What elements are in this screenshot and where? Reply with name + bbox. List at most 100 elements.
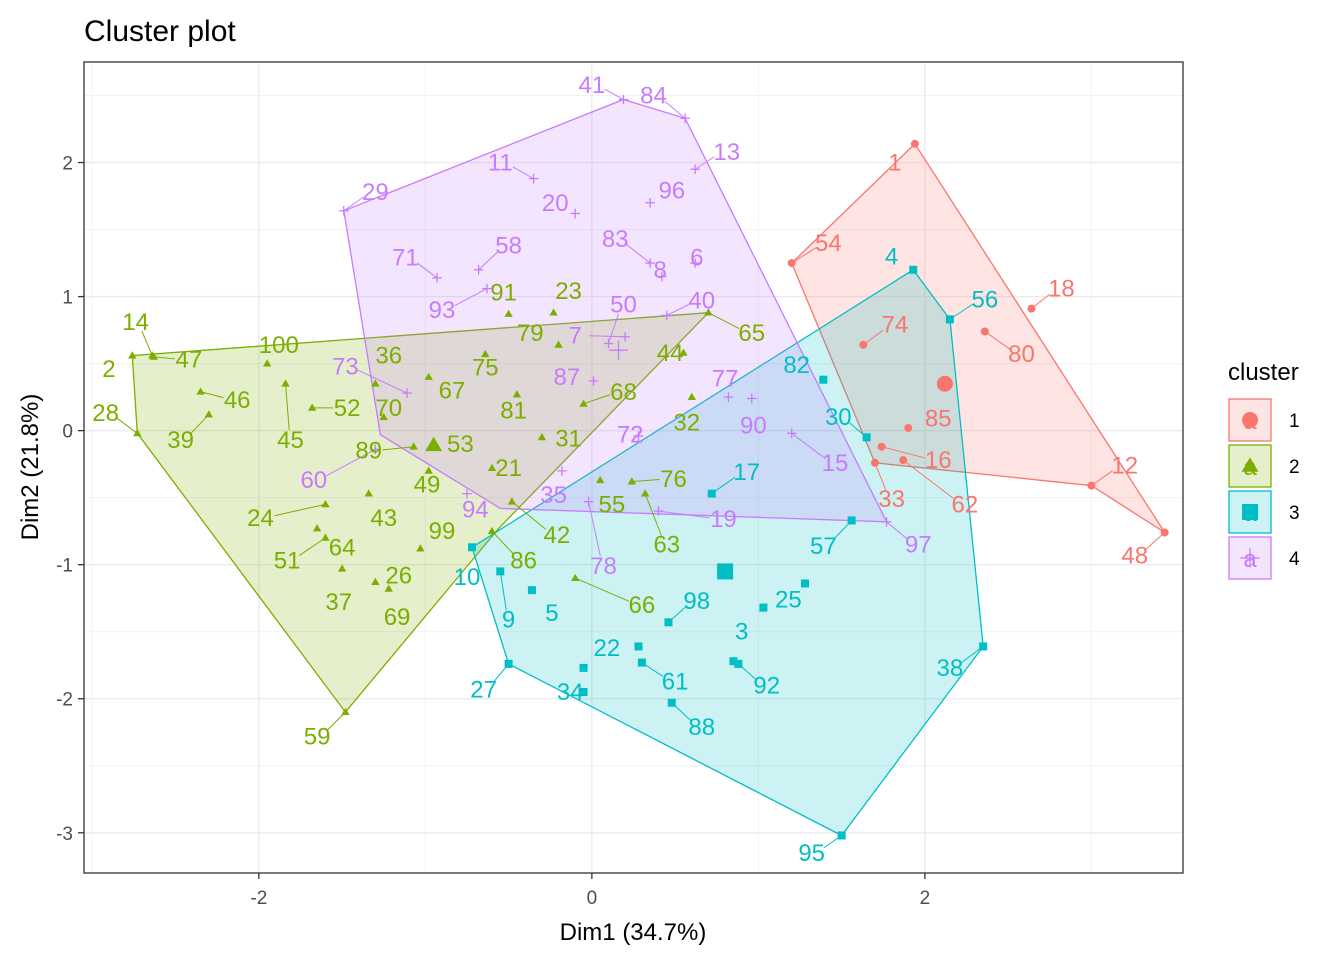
point-label-61: 61 — [662, 668, 689, 695]
legend-label-1: 1 — [1289, 411, 1300, 432]
x-tick-label: 0 — [587, 888, 598, 909]
data-point-44 — [679, 348, 688, 356]
point-label-13: 13 — [713, 139, 740, 166]
point-label-57: 57 — [810, 533, 837, 560]
cluster-hull-1 — [790, 142, 1166, 534]
point-label-47: 47 — [176, 347, 203, 374]
point-label-34: 34 — [557, 679, 584, 706]
point-label-66: 66 — [628, 592, 655, 619]
label-leader-line — [117, 418, 138, 434]
point-label-9: 9 — [502, 607, 515, 634]
point-label-60: 60 — [300, 467, 327, 494]
data-point-4 — [909, 265, 918, 274]
cluster-center-1 — [936, 375, 953, 392]
data-point-32 — [687, 392, 696, 401]
point-label-32: 32 — [673, 410, 700, 437]
panel-background — [84, 62, 1183, 873]
point-label-3: 3 — [735, 619, 748, 646]
point-label-35: 35 — [540, 482, 567, 509]
data-point-87 — [588, 376, 599, 386]
data-point-2 — [128, 351, 137, 359]
data-point-37 — [337, 564, 347, 572]
label-leader-line — [902, 459, 954, 499]
point-label-2: 2 — [102, 356, 115, 383]
data-point-16 — [877, 442, 886, 451]
point-label-30: 30 — [825, 404, 852, 431]
point-label-53: 53 — [447, 431, 474, 458]
data-point-64 — [312, 524, 322, 532]
point-label-70: 70 — [375, 395, 402, 422]
data-point-59 — [341, 707, 350, 716]
point-label-29: 29 — [362, 179, 389, 206]
label-leader-line — [666, 304, 690, 316]
data-point-78 — [583, 496, 594, 507]
point-label-54: 54 — [815, 230, 842, 257]
legend-marker-1 — [1242, 412, 1258, 428]
label-leader-line — [454, 288, 488, 307]
point-label-90: 90 — [740, 412, 767, 439]
point-label-6: 6 — [690, 245, 703, 272]
point-label-65: 65 — [738, 320, 765, 347]
point-label-71: 71 — [392, 245, 419, 272]
label-leader-line — [274, 503, 326, 517]
point-label-23: 23 — [555, 278, 582, 305]
point-label-46: 46 — [224, 387, 251, 414]
label-leader-line — [694, 156, 715, 170]
data-point-99 — [416, 544, 425, 552]
data-point-33 — [870, 458, 879, 467]
data-point-34 — [579, 688, 588, 697]
label-leader-line — [708, 312, 740, 330]
point-label-97: 97 — [905, 532, 932, 559]
point-label-75: 75 — [472, 355, 499, 382]
point-label-12: 12 — [1111, 452, 1138, 479]
y-tick-label: 0 — [62, 422, 73, 443]
data-point-1 — [910, 139, 919, 148]
point-label-52: 52 — [334, 395, 361, 422]
data-point-18 — [1027, 304, 1036, 313]
data-point-94 — [462, 488, 472, 499]
label-leader-line — [298, 537, 326, 556]
y-tick-label: -3 — [56, 824, 73, 845]
data-point-96 — [645, 197, 655, 208]
y-axis-title: Dim2 (21.8%) — [17, 394, 44, 541]
data-point-38 — [979, 642, 988, 651]
data-point-74 — [859, 340, 868, 349]
data-point-36 — [371, 379, 380, 387]
data-point-58 — [473, 264, 484, 275]
point-label-67: 67 — [439, 377, 466, 404]
point-label-93: 93 — [429, 297, 456, 324]
data-point-11 — [528, 173, 539, 184]
data-point-47 — [149, 352, 159, 360]
chart-title: Cluster plot — [84, 15, 236, 48]
data-point-67 — [424, 372, 433, 380]
data-point-80 — [980, 327, 989, 336]
label-leader-line — [284, 383, 290, 431]
point-label-62: 62 — [952, 491, 979, 518]
point-label-37: 37 — [325, 589, 352, 616]
point-label-86: 86 — [510, 548, 537, 575]
data-point-82 — [819, 375, 828, 384]
label-leader-line — [190, 414, 210, 434]
data-point-88 — [667, 698, 676, 707]
data-point-57 — [847, 516, 856, 525]
cluster-center-4 — [608, 340, 629, 360]
data-point-24 — [321, 500, 330, 508]
point-label-31: 31 — [555, 426, 582, 453]
point-label-79: 79 — [517, 320, 544, 347]
data-point-66 — [571, 573, 580, 581]
point-label-48: 48 — [1121, 542, 1148, 569]
data-point-70 — [379, 412, 388, 421]
y-tick-label: 1 — [62, 288, 73, 309]
data-point-35 — [557, 466, 567, 476]
legend-item-3: a3 — [1228, 490, 1300, 534]
data-point-56 — [945, 315, 954, 324]
label-leader-line — [512, 166, 534, 180]
data-point-52 — [307, 403, 317, 411]
point-label-8: 8 — [653, 257, 666, 284]
data-point-13 — [690, 164, 700, 175]
data-point-73 — [402, 388, 412, 398]
point-label-58: 58 — [495, 233, 522, 260]
point-label-99: 99 — [429, 518, 456, 545]
point-label-39: 39 — [167, 427, 194, 454]
label-leader-line — [1145, 532, 1166, 550]
